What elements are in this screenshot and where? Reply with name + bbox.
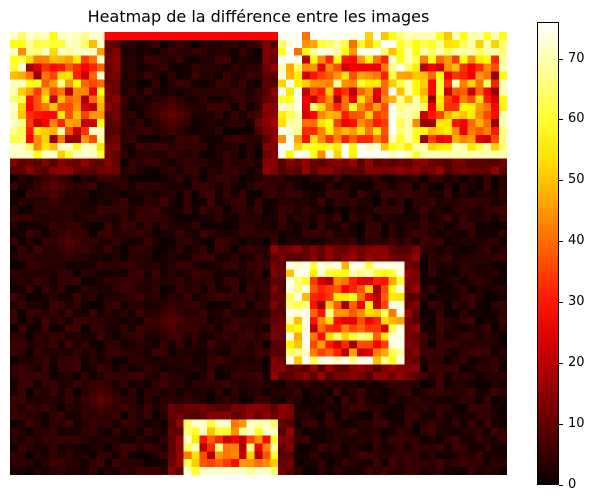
colorbar-tick-label: 0 <box>568 477 577 492</box>
colorbar-tick <box>559 363 563 365</box>
colorbar-axis: 0 10 20 30 40 50 60 70 <box>537 0 597 503</box>
colorbar-tick-label: 10 <box>568 416 585 432</box>
colorbar-tick <box>559 424 563 426</box>
colorbar-tick-label: 40 <box>568 233 585 249</box>
colorbar-tick-label: 30 <box>568 294 585 310</box>
colorbar-tick <box>559 241 563 243</box>
colorbar-tick <box>559 58 563 60</box>
colorbar-tick-label: 70 <box>568 50 585 66</box>
chart-title: Heatmap de la différence entre les image… <box>87 7 430 26</box>
colorbar-tick <box>559 180 563 182</box>
heatmap <box>10 32 507 475</box>
colorbar-tick <box>559 485 563 486</box>
colorbar-tick <box>559 119 563 121</box>
colorbar-tick-label: 60 <box>568 111 585 127</box>
colorbar-tick-label: 50 <box>568 172 585 188</box>
colorbar-tick-label: 20 <box>568 355 585 371</box>
colorbar-tick <box>559 302 563 304</box>
colorbar <box>537 22 559 485</box>
